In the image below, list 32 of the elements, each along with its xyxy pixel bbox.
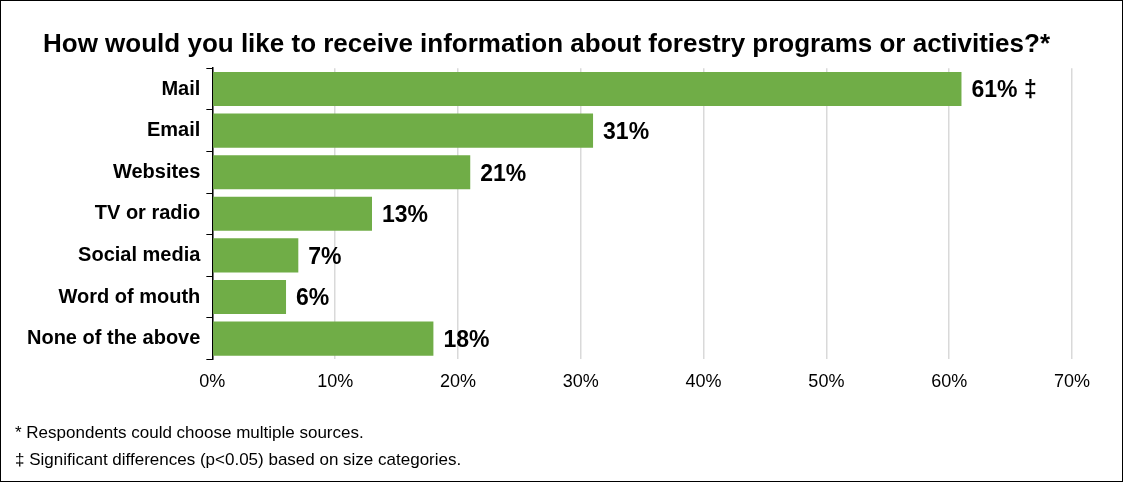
x-tick-label: 30% [562, 371, 599, 392]
chart-title: How would you like to receive information about forestry programs or activities?* [43, 27, 1051, 58]
data-label: 31% [603, 117, 650, 144]
text: * Respondents could choose multiple sources. [15, 422, 365, 444]
data-label: 18% [443, 325, 490, 352]
data-label: 7% [308, 242, 342, 269]
data-label: 61% ‡ [971, 76, 1037, 103]
x-tick-label: 40% [685, 371, 722, 392]
bar [213, 238, 299, 273]
bar [213, 71, 962, 107]
bar [213, 279, 287, 315]
x-tick-label: 70% [1053, 371, 1091, 392]
x-tick-label: 10% [317, 371, 354, 392]
y-tick-label: Mail [161, 76, 201, 99]
data-label: 21% [480, 159, 527, 186]
text: ‡ Significant differences (p<0.05) based on size categories. [15, 449, 462, 471]
data-label: 6% [296, 284, 330, 311]
bar [213, 113, 594, 148]
bar [213, 155, 471, 190]
bar [213, 321, 434, 356]
y-tick-label: None of the above [26, 326, 201, 349]
x-tick-label: 60% [931, 371, 968, 392]
x-tick-label: 20% [439, 371, 476, 392]
y-tick-label: Websites [112, 159, 201, 182]
bar [213, 196, 372, 231]
y-tick-label: Email [146, 118, 201, 141]
data-label: 13% [382, 201, 429, 228]
x-tick-label: 0% [199, 371, 226, 392]
y-tick-label: Word of mouth [58, 284, 201, 307]
y-tick-label: TV or radio [94, 201, 201, 224]
x-tick-label: 50% [808, 371, 845, 392]
y-tick-label: Social media [78, 242, 202, 265]
